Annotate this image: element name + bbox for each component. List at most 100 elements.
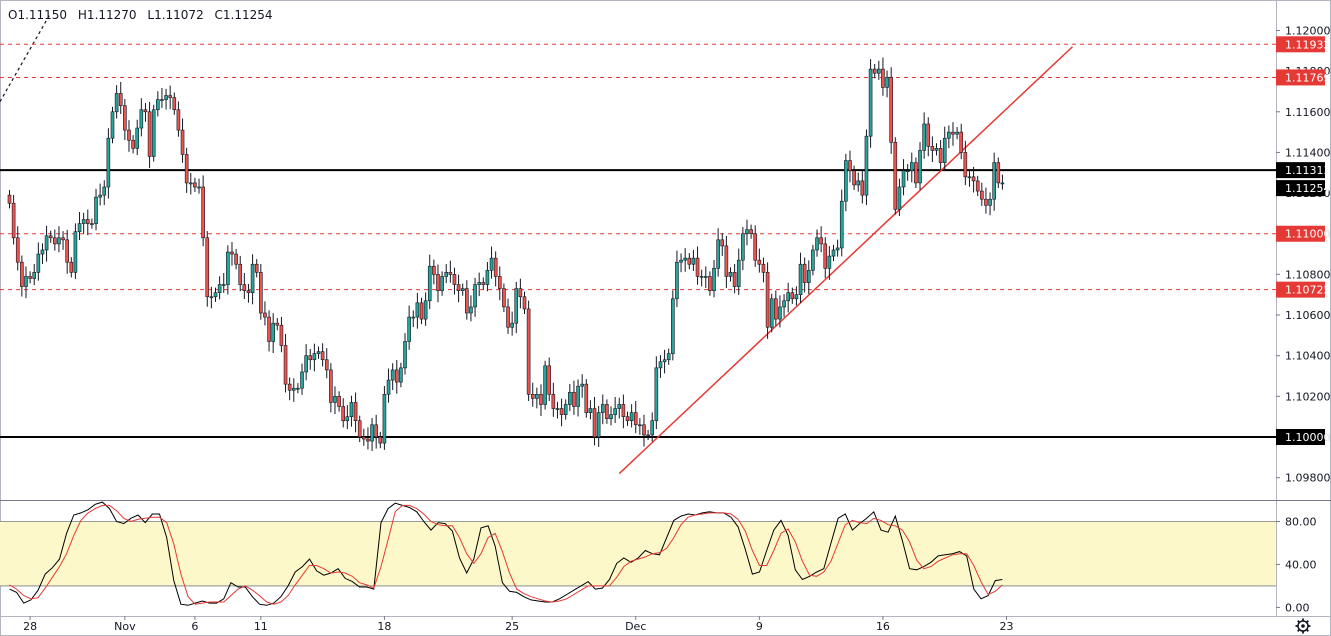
candle-body (370, 424, 374, 442)
candle (73, 223, 78, 280)
candle-body (399, 367, 403, 383)
time-tick-label: Dec (625, 620, 646, 633)
candle-body (930, 146, 935, 151)
candle-body (580, 383, 584, 387)
candle-body (147, 111, 152, 157)
candle (955, 127, 959, 140)
candle (40, 243, 45, 265)
candle-body (419, 302, 424, 320)
candle (980, 182, 984, 206)
candle (329, 363, 333, 413)
candle (465, 280, 469, 320)
candle-body (77, 223, 82, 233)
candle-body (967, 176, 972, 179)
candle (407, 305, 411, 350)
price-label-box (1276, 281, 1325, 298)
candle-body (563, 404, 568, 415)
candle-body (452, 274, 457, 285)
candle-body (625, 416, 630, 422)
candle (518, 278, 523, 309)
candle (114, 85, 119, 119)
candle-body (621, 404, 626, 417)
candle (172, 92, 177, 115)
candle (271, 313, 275, 354)
candle (390, 363, 395, 391)
candle (197, 178, 201, 194)
candle (609, 406, 613, 426)
price-tick-label: 1.10400 (1285, 350, 1331, 363)
candle-body (271, 322, 275, 342)
candle (427, 254, 432, 310)
candle (605, 399, 609, 424)
candle (930, 136, 935, 162)
candle-body (320, 351, 325, 361)
candle-body (382, 394, 387, 444)
candle-body (572, 391, 576, 407)
time-tick-label: 11 (254, 620, 268, 633)
candle-body (889, 76, 893, 143)
candle (918, 142, 922, 190)
candle (366, 427, 370, 450)
price-tick-label: 1.11400 (1285, 146, 1331, 159)
candle-body (992, 162, 996, 200)
stochastic-pane: 80.00 40.00 0.00 (0, 501, 1317, 614)
osc-tick-label: 0.00 (1285, 601, 1310, 614)
candle-body (526, 308, 531, 395)
candle (823, 237, 828, 279)
candle-body (897, 186, 902, 210)
gear-tooth (1297, 620, 1301, 624)
candle-body (20, 261, 24, 287)
candle (559, 398, 564, 427)
candle-body (539, 394, 543, 405)
gear-icon[interactable] (1295, 618, 1311, 634)
candle (671, 290, 675, 361)
candle (444, 264, 449, 284)
candle (98, 183, 102, 206)
time-tick-label: 25 (505, 620, 519, 633)
price-label-text: 1.10725 (1285, 284, 1331, 297)
candle-body (712, 267, 716, 291)
candle (963, 140, 968, 186)
candle-body (1000, 182, 1005, 185)
candle (349, 395, 354, 427)
candle-body (415, 302, 420, 318)
candle (749, 224, 753, 239)
candle-body (576, 385, 580, 407)
candle-body (238, 263, 243, 285)
candle-body (362, 436, 366, 440)
price-label-text: 1.11932 (1285, 38, 1331, 51)
ohlc-low: L1.11072 (147, 8, 204, 22)
candle-body (246, 290, 251, 293)
candle-body (267, 316, 271, 342)
candle (984, 187, 988, 214)
candle (926, 117, 931, 157)
candle-body (304, 355, 308, 373)
candle-body (114, 93, 119, 113)
candle (176, 101, 181, 137)
candle (69, 257, 74, 278)
candle-body (469, 306, 473, 314)
candle (530, 382, 535, 407)
candle (337, 391, 341, 412)
candle-body (568, 391, 572, 405)
candle (683, 248, 687, 272)
candle (184, 147, 189, 193)
candle-body (485, 270, 490, 285)
candle (728, 267, 733, 282)
candle (959, 123, 964, 160)
candle-body (839, 200, 844, 249)
candle-body (600, 404, 605, 413)
candle-body (782, 300, 786, 308)
candle-body (193, 182, 197, 188)
candle-body (955, 131, 959, 135)
current-price-box (1276, 180, 1325, 197)
candle (250, 254, 255, 305)
candle-body (703, 276, 708, 278)
candle-body (901, 170, 906, 188)
price-tick-label: 1.11600 (1285, 106, 1331, 119)
candle-body (980, 190, 984, 200)
candle-body (827, 255, 832, 269)
candle-body (11, 202, 16, 239)
candle-body (868, 68, 873, 137)
